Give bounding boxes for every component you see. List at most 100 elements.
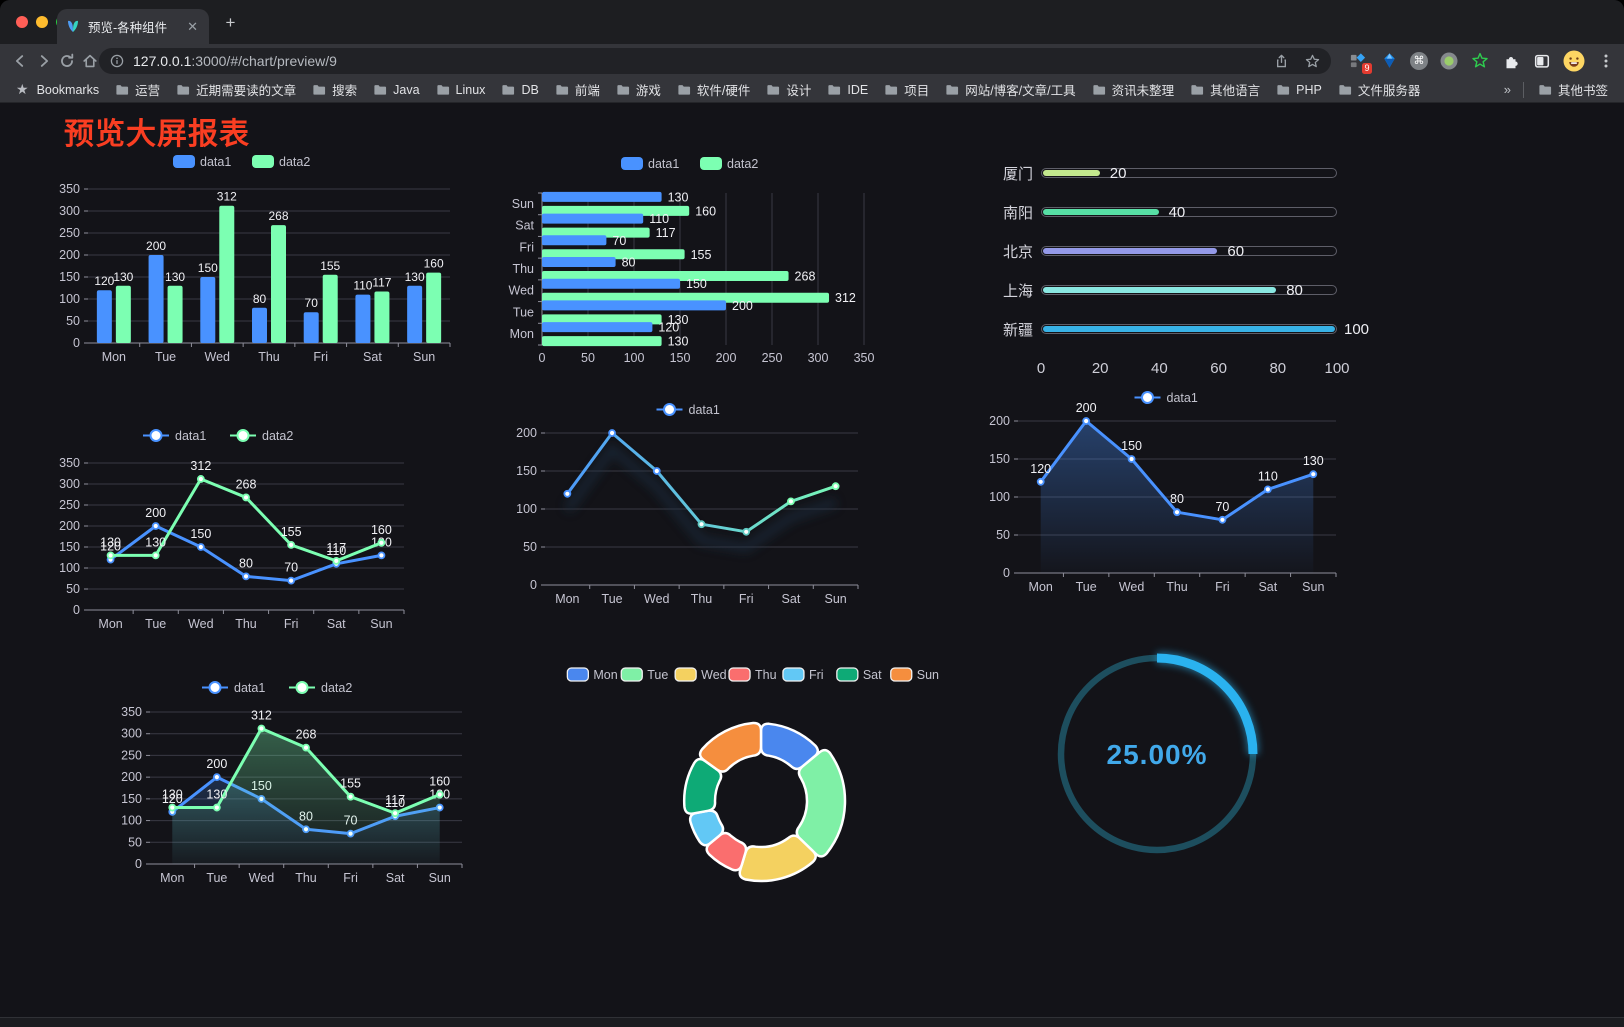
data-point-data1[interactable] xyxy=(742,527,751,536)
bar-data2-Thu[interactable] xyxy=(271,225,286,343)
extension-command-icon[interactable]: ⌘ xyxy=(1410,51,1428,70)
bar-data1-Wed[interactable] xyxy=(542,278,680,289)
bar-data1-Fri[interactable] xyxy=(542,235,607,246)
new-tab-button[interactable]: + xyxy=(225,13,236,32)
reload-button[interactable] xyxy=(55,49,78,72)
data-point-data2[interactable] xyxy=(242,493,250,502)
progress-row-厦门[interactable]: 厦门 20 xyxy=(986,165,1337,183)
bookmarks-manager[interactable]: ★ Bookmarks xyxy=(8,78,107,101)
data-point-data2[interactable] xyxy=(332,556,341,565)
legend-item-Wed[interactable]: Wed xyxy=(674,667,727,682)
bar-data1-Wed[interactable] xyxy=(200,277,216,343)
browser-tab[interactable]: 预览-各种组件 ✕ xyxy=(57,9,209,44)
grouped-bar-svg[interactable]: 0 50 100 150 200 250 300 350 Mon Tue Wed Thu Fri Sat S… xyxy=(42,147,462,371)
legend-item-Fri[interactable]: Fri xyxy=(782,667,824,682)
bookmark-item[interactable]: PHP xyxy=(1268,80,1330,100)
site-info-icon[interactable] xyxy=(109,53,125,69)
close-window-button[interactable] xyxy=(16,16,28,28)
bookmark-item[interactable]: Java xyxy=(365,80,427,100)
bar-data2-Wed[interactable] xyxy=(542,292,830,303)
data-point-data2[interactable] xyxy=(106,551,115,560)
pie-slice-Thu[interactable] xyxy=(705,831,748,872)
bar-data1-Fri[interactable] xyxy=(303,312,319,343)
bookmark-item[interactable]: 设计 xyxy=(758,77,819,102)
bar-data1-Sat[interactable] xyxy=(355,294,371,343)
bookmark-item[interactable]: 其他语言 xyxy=(1182,77,1268,102)
bar-data1-Mon[interactable] xyxy=(542,322,653,333)
close-tab-icon[interactable]: ✕ xyxy=(187,18,198,34)
bar-data2-Sun[interactable] xyxy=(542,205,690,216)
pie-slice-Fri[interactable] xyxy=(688,809,725,847)
data-point-data1[interactable] xyxy=(1309,470,1318,479)
data-point-data1[interactable] xyxy=(287,576,296,585)
address-bar[interactable]: 127.0.0.1:3000/#/chart/preview/9 xyxy=(99,48,1331,74)
data-point-data1[interactable] xyxy=(1263,485,1272,494)
rose-pie-svg[interactable]: Mon Tue Wed Thu Fri Sat Sun xyxy=(556,663,956,898)
bar-data2-Mon[interactable] xyxy=(542,336,662,347)
chart-dual-area-line[interactable]: 0 50 100 150 200 250 300 350 Mon Tue Wed Thu Fri Sat S… xyxy=(106,673,472,891)
data-point-data2[interactable] xyxy=(435,790,444,799)
bookmarks-overflow-chevron[interactable]: » xyxy=(1503,82,1511,97)
back-button[interactable] xyxy=(8,49,31,72)
bookmark-item[interactable]: Linux xyxy=(428,80,494,100)
bar-data2-Thu[interactable] xyxy=(542,271,789,281)
data-point-data1[interactable] xyxy=(151,522,160,530)
progress-row-南阳[interactable]: 南阳 40 xyxy=(986,204,1337,222)
bar-data2-Sat[interactable] xyxy=(542,227,650,238)
chart-area-line[interactable]: 0 50 100 150 200 Mon Tue Wed Thu Fri Sat Sun 120 200 1… xyxy=(972,383,1384,599)
pie-slice-Sat[interactable] xyxy=(682,757,723,815)
progress-row-北京[interactable]: 北京 60 xyxy=(986,243,1337,261)
bar-data1-Thu[interactable] xyxy=(542,257,616,267)
share-icon[interactable] xyxy=(1273,53,1290,70)
bar-data1-Thu[interactable] xyxy=(252,307,267,343)
gauge-svg[interactable]: 25.00% xyxy=(1040,637,1274,871)
data-point-data1[interactable] xyxy=(1173,508,1181,517)
legend-item-Sun[interactable]: Sun xyxy=(890,667,939,682)
data-point-data2[interactable] xyxy=(346,792,355,801)
home-button[interactable] xyxy=(78,49,101,72)
bar-data2-Fri[interactable] xyxy=(322,274,338,343)
legend-item-data2[interactable]: data2 xyxy=(700,157,758,171)
bar-data2-Tue[interactable] xyxy=(167,285,183,343)
extension-dot-icon[interactable] xyxy=(1439,51,1459,71)
bookmark-item[interactable]: 前端 xyxy=(547,77,608,102)
progress-row-新疆[interactable]: 新疆 100 xyxy=(986,321,1369,339)
bar-data2-Mon[interactable] xyxy=(115,285,131,343)
data-point-data2[interactable] xyxy=(212,803,221,812)
chart-gauge[interactable]: 25.00% xyxy=(1040,637,1274,871)
bar-data2-Fri[interactable] xyxy=(542,249,685,260)
legend-item-Mon[interactable]: Mon xyxy=(566,667,618,682)
legend-item-data2[interactable]: data2 xyxy=(289,681,352,695)
legend-item-Thu[interactable]: Thu xyxy=(728,667,777,682)
data-point-data1[interactable] xyxy=(1082,417,1091,425)
legend-item-data1[interactable]: data1 xyxy=(621,157,679,171)
data-point-data2[interactable] xyxy=(391,809,400,818)
data-point-data2[interactable] xyxy=(377,538,386,547)
bookmark-item[interactable]: 搜索 xyxy=(304,77,365,102)
bookmark-item[interactable]: 游戏 xyxy=(608,77,669,102)
data-point-data1[interactable] xyxy=(697,520,706,529)
side-panel-icon[interactable] xyxy=(1532,51,1552,71)
extension-green-star-icon[interactable] xyxy=(1470,51,1490,71)
bookmark-item[interactable]: 运营 xyxy=(107,77,168,102)
data-point-data1[interactable] xyxy=(196,543,205,551)
pie-slice-Sun[interactable] xyxy=(698,721,763,773)
data-point-data1[interactable] xyxy=(787,497,795,506)
chart-rose-pie[interactable]: Mon Tue Wed Thu Fri Sat Sun xyxy=(556,663,956,898)
chart-city-progress[interactable]: 厦门 20 南阳 40 北京 60 上海 80 新疆 100 0 20 40 60 80 100 xyxy=(986,155,1369,391)
gradient-line-svg[interactable]: 0 50 100 150 200 Mon Tue Wed Thu Fri Sat Sun data1 xyxy=(498,395,902,611)
legend-item-Tue[interactable]: Tue xyxy=(620,667,668,682)
data-point-data1[interactable] xyxy=(1218,515,1227,524)
progress-row-上海[interactable]: 上海 80 xyxy=(986,282,1337,300)
bar-data1-Sun[interactable] xyxy=(407,285,423,343)
legend-item-data1[interactable]: data1 xyxy=(1134,391,1198,405)
bar-data1-Mon[interactable] xyxy=(96,290,112,343)
forward-button[interactable] xyxy=(32,49,55,72)
bar-data2-Wed[interactable] xyxy=(219,205,235,343)
area-line-svg[interactable]: 0 50 100 150 200 Mon Tue Wed Thu Fri Sat Sun 120 200 1… xyxy=(972,383,1384,599)
data-point-data2[interactable] xyxy=(287,541,296,549)
data-point-data2[interactable] xyxy=(196,475,205,483)
data-point-data1[interactable] xyxy=(608,429,616,437)
other-bookmarks[interactable]: 其他书签 xyxy=(1530,77,1616,102)
